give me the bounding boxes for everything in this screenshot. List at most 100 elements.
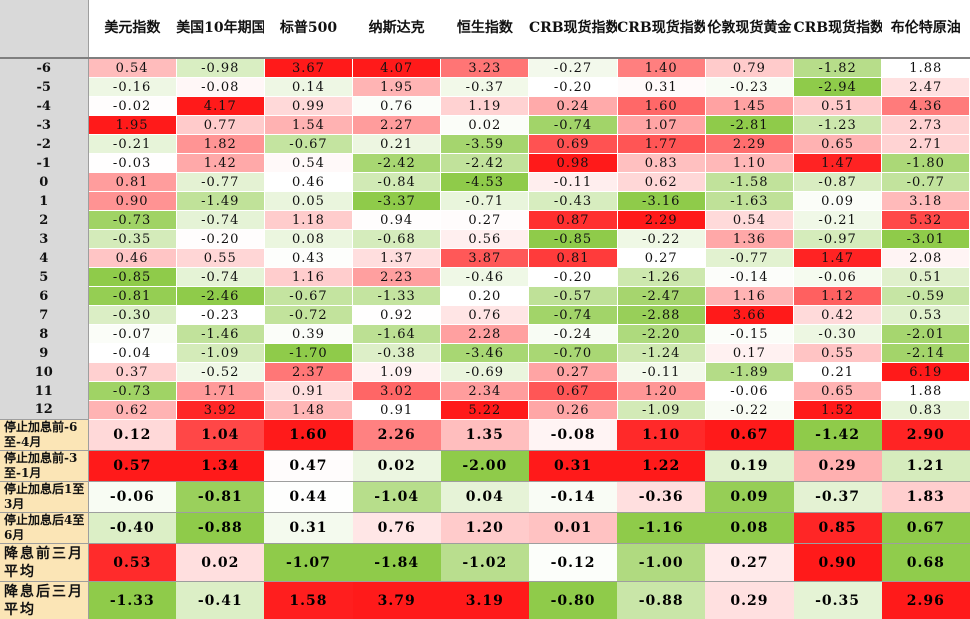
row-label: -3 xyxy=(0,116,88,135)
heatmap-cell: -0.02 xyxy=(88,97,176,116)
heatmap-cell: 0.27 xyxy=(617,249,705,268)
heatmap-cell: 0.76 xyxy=(441,306,529,325)
heatmap-cell: -0.11 xyxy=(529,173,617,192)
row-label: 5 xyxy=(0,268,88,287)
heatmap-cell: 0.46 xyxy=(88,249,176,268)
heatmap-cell: 3.92 xyxy=(176,401,264,420)
heatmap-cell: 1.88 xyxy=(882,58,970,78)
heatmap-cell: 0.01 xyxy=(529,513,617,544)
heatmap-cell: -0.67 xyxy=(264,135,352,154)
heatmap-cell: 0.31 xyxy=(529,451,617,482)
heatmap-cell: -0.84 xyxy=(353,173,441,192)
heatmap-cell: 1.37 xyxy=(353,249,441,268)
heatmap-cell: 1.34 xyxy=(176,451,264,482)
heatmap-cell: 0.21 xyxy=(794,363,882,382)
heatmap-cell: -0.85 xyxy=(529,230,617,249)
heatmap-cell: -1.80 xyxy=(882,154,970,173)
heatmap-cell: 0.90 xyxy=(88,192,176,211)
heatmap-cell: -0.16 xyxy=(88,78,176,97)
heatmap-cell: 1.71 xyxy=(176,382,264,401)
heatmap-cell: -0.35 xyxy=(794,582,882,619)
heatmap-cell: 2.23 xyxy=(353,268,441,287)
heatmap-cell: -0.73 xyxy=(88,382,176,401)
heatmap-cell: -3.16 xyxy=(617,192,705,211)
heatmap-cell: -4.53 xyxy=(441,173,529,192)
heatmap-cell: 0.31 xyxy=(617,78,705,97)
column-header-crb-metals: CRB现货指数:金属 xyxy=(617,0,705,58)
heatmap-cell: -1.24 xyxy=(617,344,705,363)
heatmap-cell: -1.64 xyxy=(353,325,441,344)
heatmap-cell: -0.35 xyxy=(88,230,176,249)
row-label: -1 xyxy=(0,154,88,173)
heatmap-cell: 0.98 xyxy=(529,154,617,173)
column-header-london-gold: 伦敦现货黄金 xyxy=(705,0,793,58)
heatmap-cell: -0.36 xyxy=(617,482,705,513)
heatmap-cell: 5.22 xyxy=(441,401,529,420)
heatmap-cell: 1.12 xyxy=(794,287,882,306)
summary-row-label: 降息后三月平均 xyxy=(0,582,88,619)
heatmap-cell: -1.49 xyxy=(176,192,264,211)
heatmap-cell: -0.77 xyxy=(176,173,264,192)
heatmap-cell: 0.65 xyxy=(794,135,882,154)
heatmap-cell: 0.51 xyxy=(794,97,882,116)
heatmap-cell: -0.69 xyxy=(441,363,529,382)
heatmap-cell: 0.55 xyxy=(794,344,882,363)
heatmap-cell: -0.14 xyxy=(529,482,617,513)
heatmap-cell: -0.30 xyxy=(88,306,176,325)
heatmap-cell: 1.20 xyxy=(617,382,705,401)
heatmap-cell: 0.46 xyxy=(264,173,352,192)
heatmap-cell: -2.42 xyxy=(353,154,441,173)
heatmap-cell: -1.00 xyxy=(617,544,705,582)
heatmap-cell: 0.43 xyxy=(264,249,352,268)
heatmap-cell: 0.08 xyxy=(264,230,352,249)
heatmap-cell: 0.44 xyxy=(264,482,352,513)
heatmap-cell: 1.20 xyxy=(441,513,529,544)
heatmap-cell: -0.57 xyxy=(529,287,617,306)
heatmap-cell: 3.23 xyxy=(441,58,529,78)
heatmap-cell: -0.41 xyxy=(176,582,264,619)
heatmap-cell: 0.55 xyxy=(176,249,264,268)
heatmap-cell: 2.29 xyxy=(617,211,705,230)
heatmap-cell: -0.72 xyxy=(264,306,352,325)
heatmap-cell: -0.88 xyxy=(176,513,264,544)
heatmap-cell: 0.04 xyxy=(441,482,529,513)
heatmap-cell: -0.08 xyxy=(176,78,264,97)
row-label: 9 xyxy=(0,344,88,363)
heatmap-cell: -0.06 xyxy=(794,268,882,287)
heatmap-cell: -0.22 xyxy=(705,401,793,420)
column-header-usd-index: 美元指数 xyxy=(88,0,176,58)
heatmap-cell: 0.02 xyxy=(353,451,441,482)
heatmap-cell: 1.09 xyxy=(353,363,441,382)
heatmap-cell: 0.53 xyxy=(882,306,970,325)
heatmap-cell: -1.23 xyxy=(794,116,882,135)
row-label: 4 xyxy=(0,249,88,268)
heatmap-table-container: 美元指数 美国10年期国债收益率 标普500 纳斯达克 恒生指数 CRB现货指数… xyxy=(0,0,970,597)
row-label: 11 xyxy=(0,382,88,401)
heatmap-cell: 1.47 xyxy=(794,154,882,173)
heatmap-cell: 1.52 xyxy=(794,401,882,420)
heatmap-cell: -0.87 xyxy=(794,173,882,192)
heatmap-cell: 2.28 xyxy=(441,325,529,344)
heatmap-cell: 2.90 xyxy=(882,420,970,451)
heatmap-cell: 0.09 xyxy=(794,192,882,211)
heatmap-cell: 0.68 xyxy=(882,544,970,582)
heatmap-cell: 1.16 xyxy=(264,268,352,287)
heatmap-cell: -0.22 xyxy=(617,230,705,249)
heatmap-cell: 0.69 xyxy=(529,135,617,154)
heatmap-cell: 0.54 xyxy=(705,211,793,230)
heatmap-cell: 0.02 xyxy=(176,544,264,582)
heatmap-cell: 0.20 xyxy=(441,287,529,306)
